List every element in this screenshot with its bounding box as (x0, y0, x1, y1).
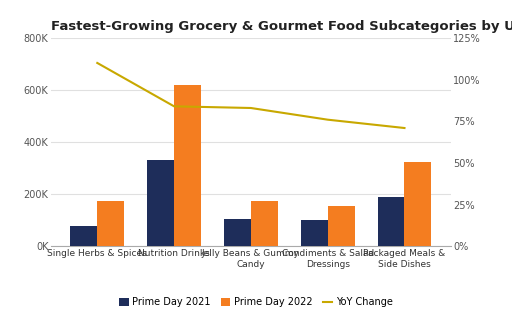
YoY Change (401, 126, 408, 130)
Bar (328, 206, 355, 246)
YoY Change (94, 61, 100, 65)
Text: Fastest-Growing Grocery & Gourmet Food Subcategories by Units Sold: Fastest-Growing Grocery & Gourmet Food S… (51, 20, 512, 33)
Line: YoY Change: YoY Change (97, 63, 404, 128)
Bar (224, 219, 251, 246)
Bar (174, 85, 201, 246)
Bar (301, 221, 328, 246)
YoY Change (171, 104, 177, 108)
YoY Change (325, 118, 331, 122)
Bar (147, 161, 174, 246)
Bar (251, 201, 278, 246)
Legend: Prime Day 2021, Prime Day 2022, YoY Change: Prime Day 2021, Prime Day 2022, YoY Chan… (115, 293, 397, 311)
Bar (378, 197, 404, 246)
YoY Change (248, 106, 254, 110)
Bar (404, 162, 432, 246)
Bar (97, 201, 124, 246)
Bar (71, 226, 97, 246)
